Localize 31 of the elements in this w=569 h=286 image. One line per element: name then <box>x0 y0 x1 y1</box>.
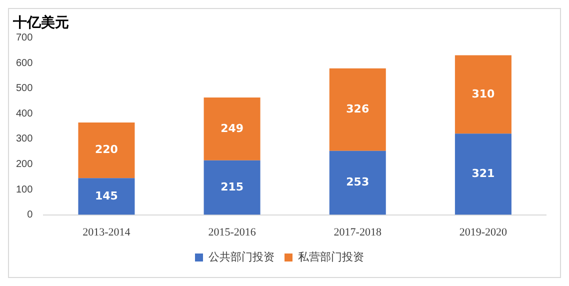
y-tick-label: 100 <box>16 184 34 196</box>
data-label: 145 <box>94 189 118 202</box>
data-label: 310 <box>472 87 496 100</box>
x-tick-label: 2013-2014 <box>82 226 131 238</box>
chart-title: 十亿美元 <box>12 14 69 32</box>
x-tick-label: 2019-2020 <box>459 226 508 238</box>
bar <box>204 97 260 160</box>
data-label: 215 <box>220 180 244 194</box>
y-tick-label: 200 <box>16 158 34 170</box>
y-tick-label: 300 <box>16 134 34 145</box>
data-label: 220 <box>94 143 118 156</box>
bar <box>78 122 135 178</box>
y-tick-label: 400 <box>16 108 34 120</box>
x-tick-label: 2017-2018 <box>334 226 382 238</box>
y-tick-label: 0 <box>27 210 34 221</box>
x-tick-label: 2015-2016 <box>208 226 256 238</box>
bar <box>454 55 512 134</box>
y-tick-label: 500 <box>16 83 34 94</box>
y-tick-label: 600 <box>16 58 34 69</box>
bar <box>329 150 386 215</box>
bar <box>204 160 260 215</box>
data-label: 326 <box>346 102 370 116</box>
data-label: 321 <box>472 167 495 180</box>
data-label: 249 <box>220 122 244 135</box>
legend-label: 私营部门投资 <box>298 250 364 264</box>
y-tick-label: 700 <box>16 32 34 44</box>
data-label: 253 <box>346 176 370 189</box>
bar <box>329 68 386 151</box>
legend-label: 公共部门投资 <box>208 250 274 264</box>
bar <box>78 178 135 215</box>
bar <box>454 134 512 215</box>
